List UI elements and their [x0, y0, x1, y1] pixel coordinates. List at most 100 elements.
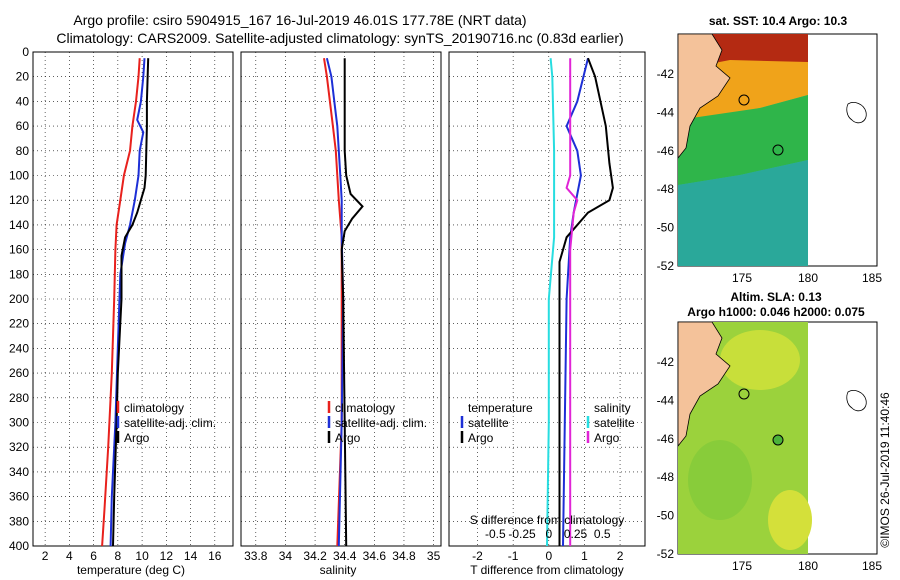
salinity-xlabel: salinity	[320, 563, 357, 577]
map1-ytick-5: -52	[657, 259, 675, 273]
ytick-2: 40	[16, 94, 30, 108]
legend-diff-s-satellite: satellite	[594, 416, 635, 430]
xtick-salinity-3: 34.4	[333, 549, 357, 563]
difference-legend: temperature satellite Argo salinity sate…	[460, 401, 635, 445]
ytick-7: 140	[9, 218, 29, 232]
legend-satellite: satellite-adj. clim.	[124, 416, 216, 430]
ytick-6: 120	[9, 193, 29, 207]
legend-climatology: climatology	[124, 401, 184, 415]
difference-xlabel-s: S difference from climatology	[470, 513, 625, 527]
sla-ocean-low	[688, 440, 752, 520]
map1-xtick-1: 180	[798, 271, 818, 285]
ytick-8: 160	[9, 243, 29, 257]
map1-ytick-3: -48	[657, 182, 675, 196]
difference-plot-frame	[448, 51, 646, 547]
map2-ytick-2: -46	[657, 432, 675, 446]
map1-ytick-0: -42	[657, 67, 675, 81]
xtick-s-1: -0.25	[508, 527, 536, 541]
xtick-salinity-4: 34.6	[363, 549, 387, 563]
sst-argo-marker-a	[738, 94, 750, 106]
sla-chatham-island	[846, 390, 867, 412]
map-tick-labels: 175 180 185 -42 -44 -46 -48 -50 -52 175 180 185 -42 -…	[657, 67, 883, 573]
difference-xlabel: T difference from climatology	[470, 563, 624, 577]
title-line-2: Climatology: CARS2009. Satellite-adjuste…	[56, 30, 623, 46]
ytick-11: 220	[9, 317, 29, 331]
legend-diff-t-satellite: satellite	[468, 416, 509, 430]
ytick-13: 260	[9, 366, 29, 380]
legend-diff-t-argo: Argo	[468, 431, 494, 445]
xtick-temperature-7: 16	[208, 549, 222, 563]
map1-xtick-2: 185	[862, 271, 882, 285]
sst-ocean-cool	[678, 160, 808, 266]
map2-ytick-0: -42	[657, 355, 675, 369]
tick-labels: 2 4 6 8 10 12 14 16 33.8 34 34.2 34.4 34.6 34.8 35 -2 -1…	[9, 45, 624, 563]
ytick-19: 380	[9, 514, 29, 528]
ytick-18: 360	[9, 490, 29, 504]
map1-xtick-0: 175	[732, 271, 752, 285]
map2-ytick-1: -44	[657, 393, 675, 407]
map1-title: sat. SST: 10.4 Argo: 10.3	[709, 14, 848, 28]
xtick-difference-2: 0	[545, 549, 552, 563]
salinity-legend: climatology satellite-adj. clim. Argo	[327, 401, 427, 445]
xtick-salinity-6: 35	[427, 549, 441, 563]
sla-argo-marker-a	[738, 388, 750, 400]
xtick-salinity-5: 34.8	[392, 549, 416, 563]
sst-ocean-mild	[678, 95, 808, 185]
legend-diff-temperature: temperature	[468, 401, 533, 415]
map2-xtick-1: 180	[798, 559, 818, 573]
map2-title: Altim. SLA: 0.13	[730, 290, 822, 304]
sla-land-nz	[678, 322, 731, 447]
sla-argo-marker	[772, 434, 784, 446]
legend-diff-salinity: salinity	[594, 401, 631, 415]
map2-ytick-4: -50	[657, 509, 675, 523]
series-salinity-1	[325, 57, 345, 547]
ytick-17: 340	[9, 465, 29, 479]
map2-xtick-0: 175	[732, 559, 752, 573]
legend-diff-s-argo: Argo	[594, 431, 620, 445]
xtick-temperature-3: 8	[115, 549, 122, 563]
ytick-4: 80	[16, 144, 30, 158]
sst-map	[677, 33, 878, 267]
series-lines	[101, 57, 614, 547]
ytick-16: 320	[9, 440, 29, 454]
xtick-temperature-6: 14	[184, 549, 198, 563]
map2-ytick-5: -52	[657, 547, 675, 561]
series-difference-3	[565, 58, 579, 546]
xtick-temperature-0: 2	[42, 549, 49, 563]
series-temperature-0	[101, 58, 141, 547]
sla-ocean-high	[720, 330, 800, 390]
credit: ©IMOS 26-Jul-2019 11:40:46	[878, 392, 892, 548]
ytick-9: 180	[9, 267, 29, 281]
series-temperature-2	[112, 58, 150, 547]
map1-ytick-2: -46	[657, 144, 675, 158]
sst-land-nz	[678, 34, 731, 159]
sst-chatham-island	[846, 102, 867, 124]
map1-ytick-4: -50	[657, 221, 675, 235]
ytick-14: 280	[9, 391, 29, 405]
xtick-temperature-1: 4	[66, 549, 73, 563]
ytick-5: 100	[9, 169, 29, 183]
legend-sal-argo: Argo	[335, 431, 361, 445]
sla-map	[677, 321, 878, 555]
xtick-temperature-5: 12	[160, 549, 174, 563]
map1-ytick-1: -44	[657, 105, 675, 119]
temperature-xlabel: temperature (deg C)	[77, 563, 185, 577]
xtick-salinity-1: 34	[279, 549, 293, 563]
ytick-0: 0	[22, 45, 29, 59]
xtick-salinity-2: 34.2	[303, 549, 327, 563]
map2-xtick-2: 185	[862, 559, 882, 573]
series-difference-2	[546, 58, 556, 547]
ytick-3: 60	[16, 119, 30, 133]
sla-ocean-high-2	[768, 490, 812, 550]
ytick-10: 200	[9, 292, 29, 306]
xtick-s-3: 0.25	[564, 527, 588, 541]
xtick-difference-1: -1	[508, 549, 519, 563]
xtick-temperature-4: 10	[135, 549, 149, 563]
xtick-s-2: 0	[545, 527, 552, 541]
legend-argo: Argo	[124, 431, 150, 445]
xtick-difference-0: -2	[472, 549, 483, 563]
xtick-difference-4: 2	[617, 549, 624, 563]
xtick-temperature-2: 6	[90, 549, 97, 563]
series-difference-1	[558, 57, 614, 546]
